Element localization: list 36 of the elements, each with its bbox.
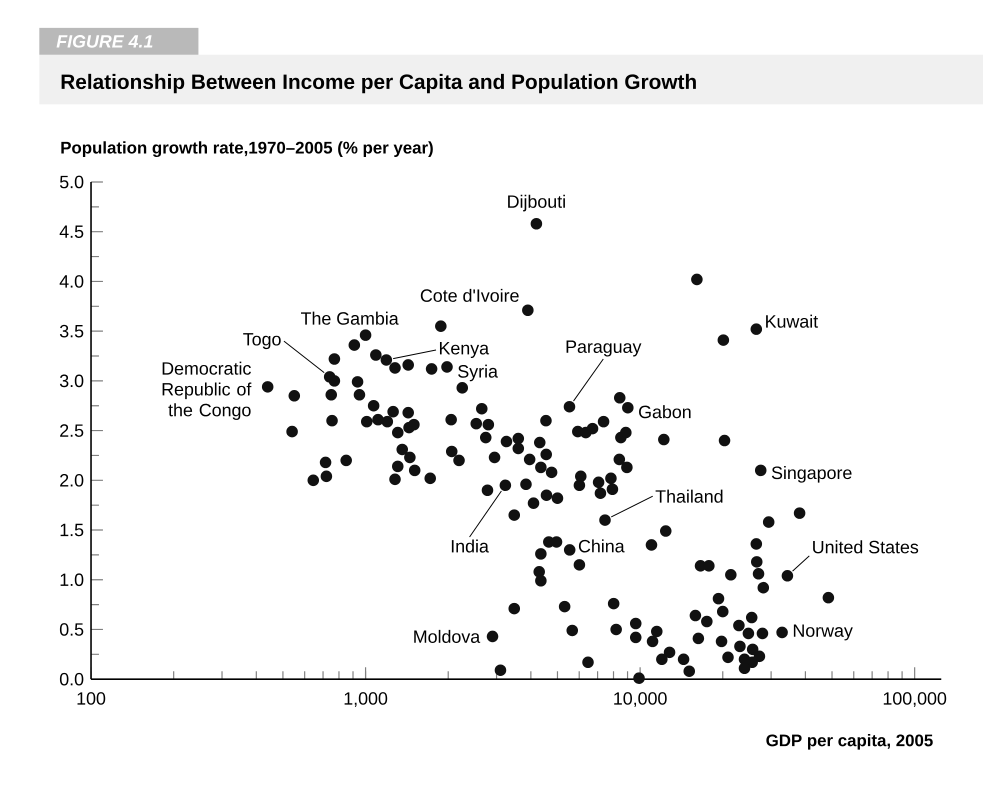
y-tick-label: 3.5 [60,325,84,338]
annotation: Cote d'Ivoire [420,289,519,302]
annotation: China [578,540,625,553]
annotation: Togo [243,333,281,350]
y-tick-label: 2.0 [60,474,84,487]
y-tick-label: 4.0 [60,275,84,288]
y-tick-label: 3.0 [60,374,84,388]
y-tick-label: 5.0 [60,176,84,189]
annotation: India [452,540,489,553]
annotation: Dijbouti [508,195,565,212]
x-axis-title: GDP per capita, 2005 [766,734,933,750]
annotation: Norway [794,624,853,641]
annotation: The Gambia [301,312,399,326]
x-tick-label: 1,000 [344,692,388,708]
annotation: United States [813,540,918,554]
caption: FIGURE 4.1 [56,35,152,48]
annotation: Thailand [656,490,722,504]
x-tick-label: 10,000 [614,692,667,708]
y-tick-label: 4.5 [60,226,84,238]
y-tick-label: 1.0 [60,574,84,586]
y-axis-title: Population growth rate,1970–2005 (% per year) [61,142,433,158]
annotation: Gabon [639,405,691,418]
annotation: Syria [458,364,498,382]
annotation: Kenya [440,342,490,358]
x-tick-label: 100 [78,692,106,706]
annotation: Kuwait [766,314,818,328]
y-tick-label: 0.5 [60,623,84,636]
annotation: Democratic Republic of the Congo [162,362,252,420]
y-tick-label: 0.0 [60,673,84,686]
x-tick-label: 100,000 [884,692,946,708]
annotation: Singapore [772,466,852,483]
y-tick-label: 1.5 [60,524,84,536]
chart-title: Relationship Between Income per Capita and Population Growth [62,74,696,94]
y-tick-label: 2.5 [60,424,84,438]
annotation: Moldova [414,630,480,644]
annotation: Paraguay [566,340,642,357]
